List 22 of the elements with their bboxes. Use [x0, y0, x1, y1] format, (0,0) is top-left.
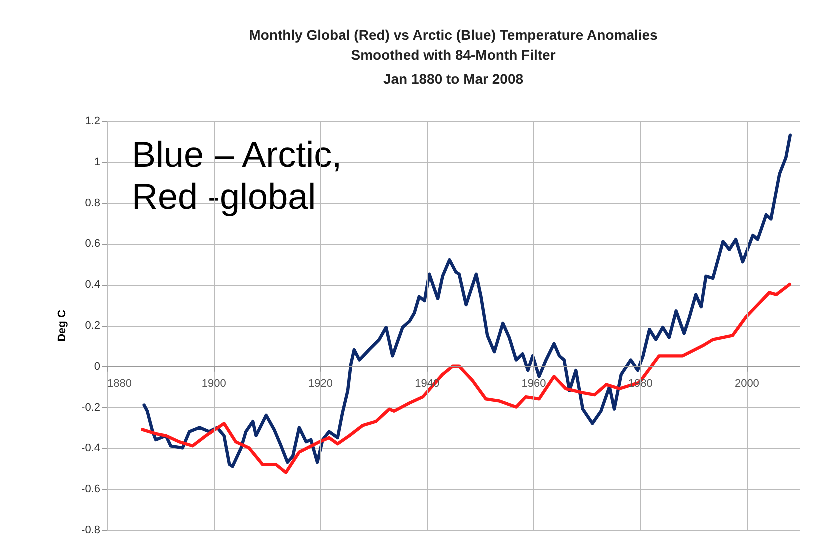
y-tick-label: -0.6	[82, 484, 100, 496]
y-tick-label: 1.2	[85, 116, 100, 128]
y-tick-label: -0.2	[82, 402, 100, 414]
y-tick-label: -0.4	[82, 442, 100, 455]
chart-subtitle: Smoothed with 84-Month Filter Jan 1880 to Mar 2008	[351, 47, 556, 87]
chart-title: Monthly Global (Red) vs Arctic (Blue) Temperature Anomalies	[249, 27, 658, 43]
x-tick-label: 1960	[522, 378, 546, 390]
y-tick-label: 0.2	[85, 320, 100, 332]
x-tick-label: 1900	[202, 378, 226, 390]
y-tick-label: 0.8	[85, 197, 100, 210]
annotation: Red -global	[132, 176, 316, 217]
y-axis-title: Deg C	[56, 310, 69, 342]
x-tick-label: 1920	[308, 378, 333, 390]
annotation: Blue – Arctic,	[132, 134, 342, 175]
y-tick-label: 0.6	[85, 238, 100, 250]
line-series	[141, 283, 792, 474]
y-tick-label: 1	[94, 156, 100, 168]
x-tick-label: 1880	[108, 378, 132, 390]
x-tick-label: 2000	[734, 378, 760, 390]
y-tick-label: 0	[94, 360, 100, 373]
y-tick-label: 0.4	[85, 279, 100, 292]
y-tick-label: -0.8	[82, 524, 100, 536]
